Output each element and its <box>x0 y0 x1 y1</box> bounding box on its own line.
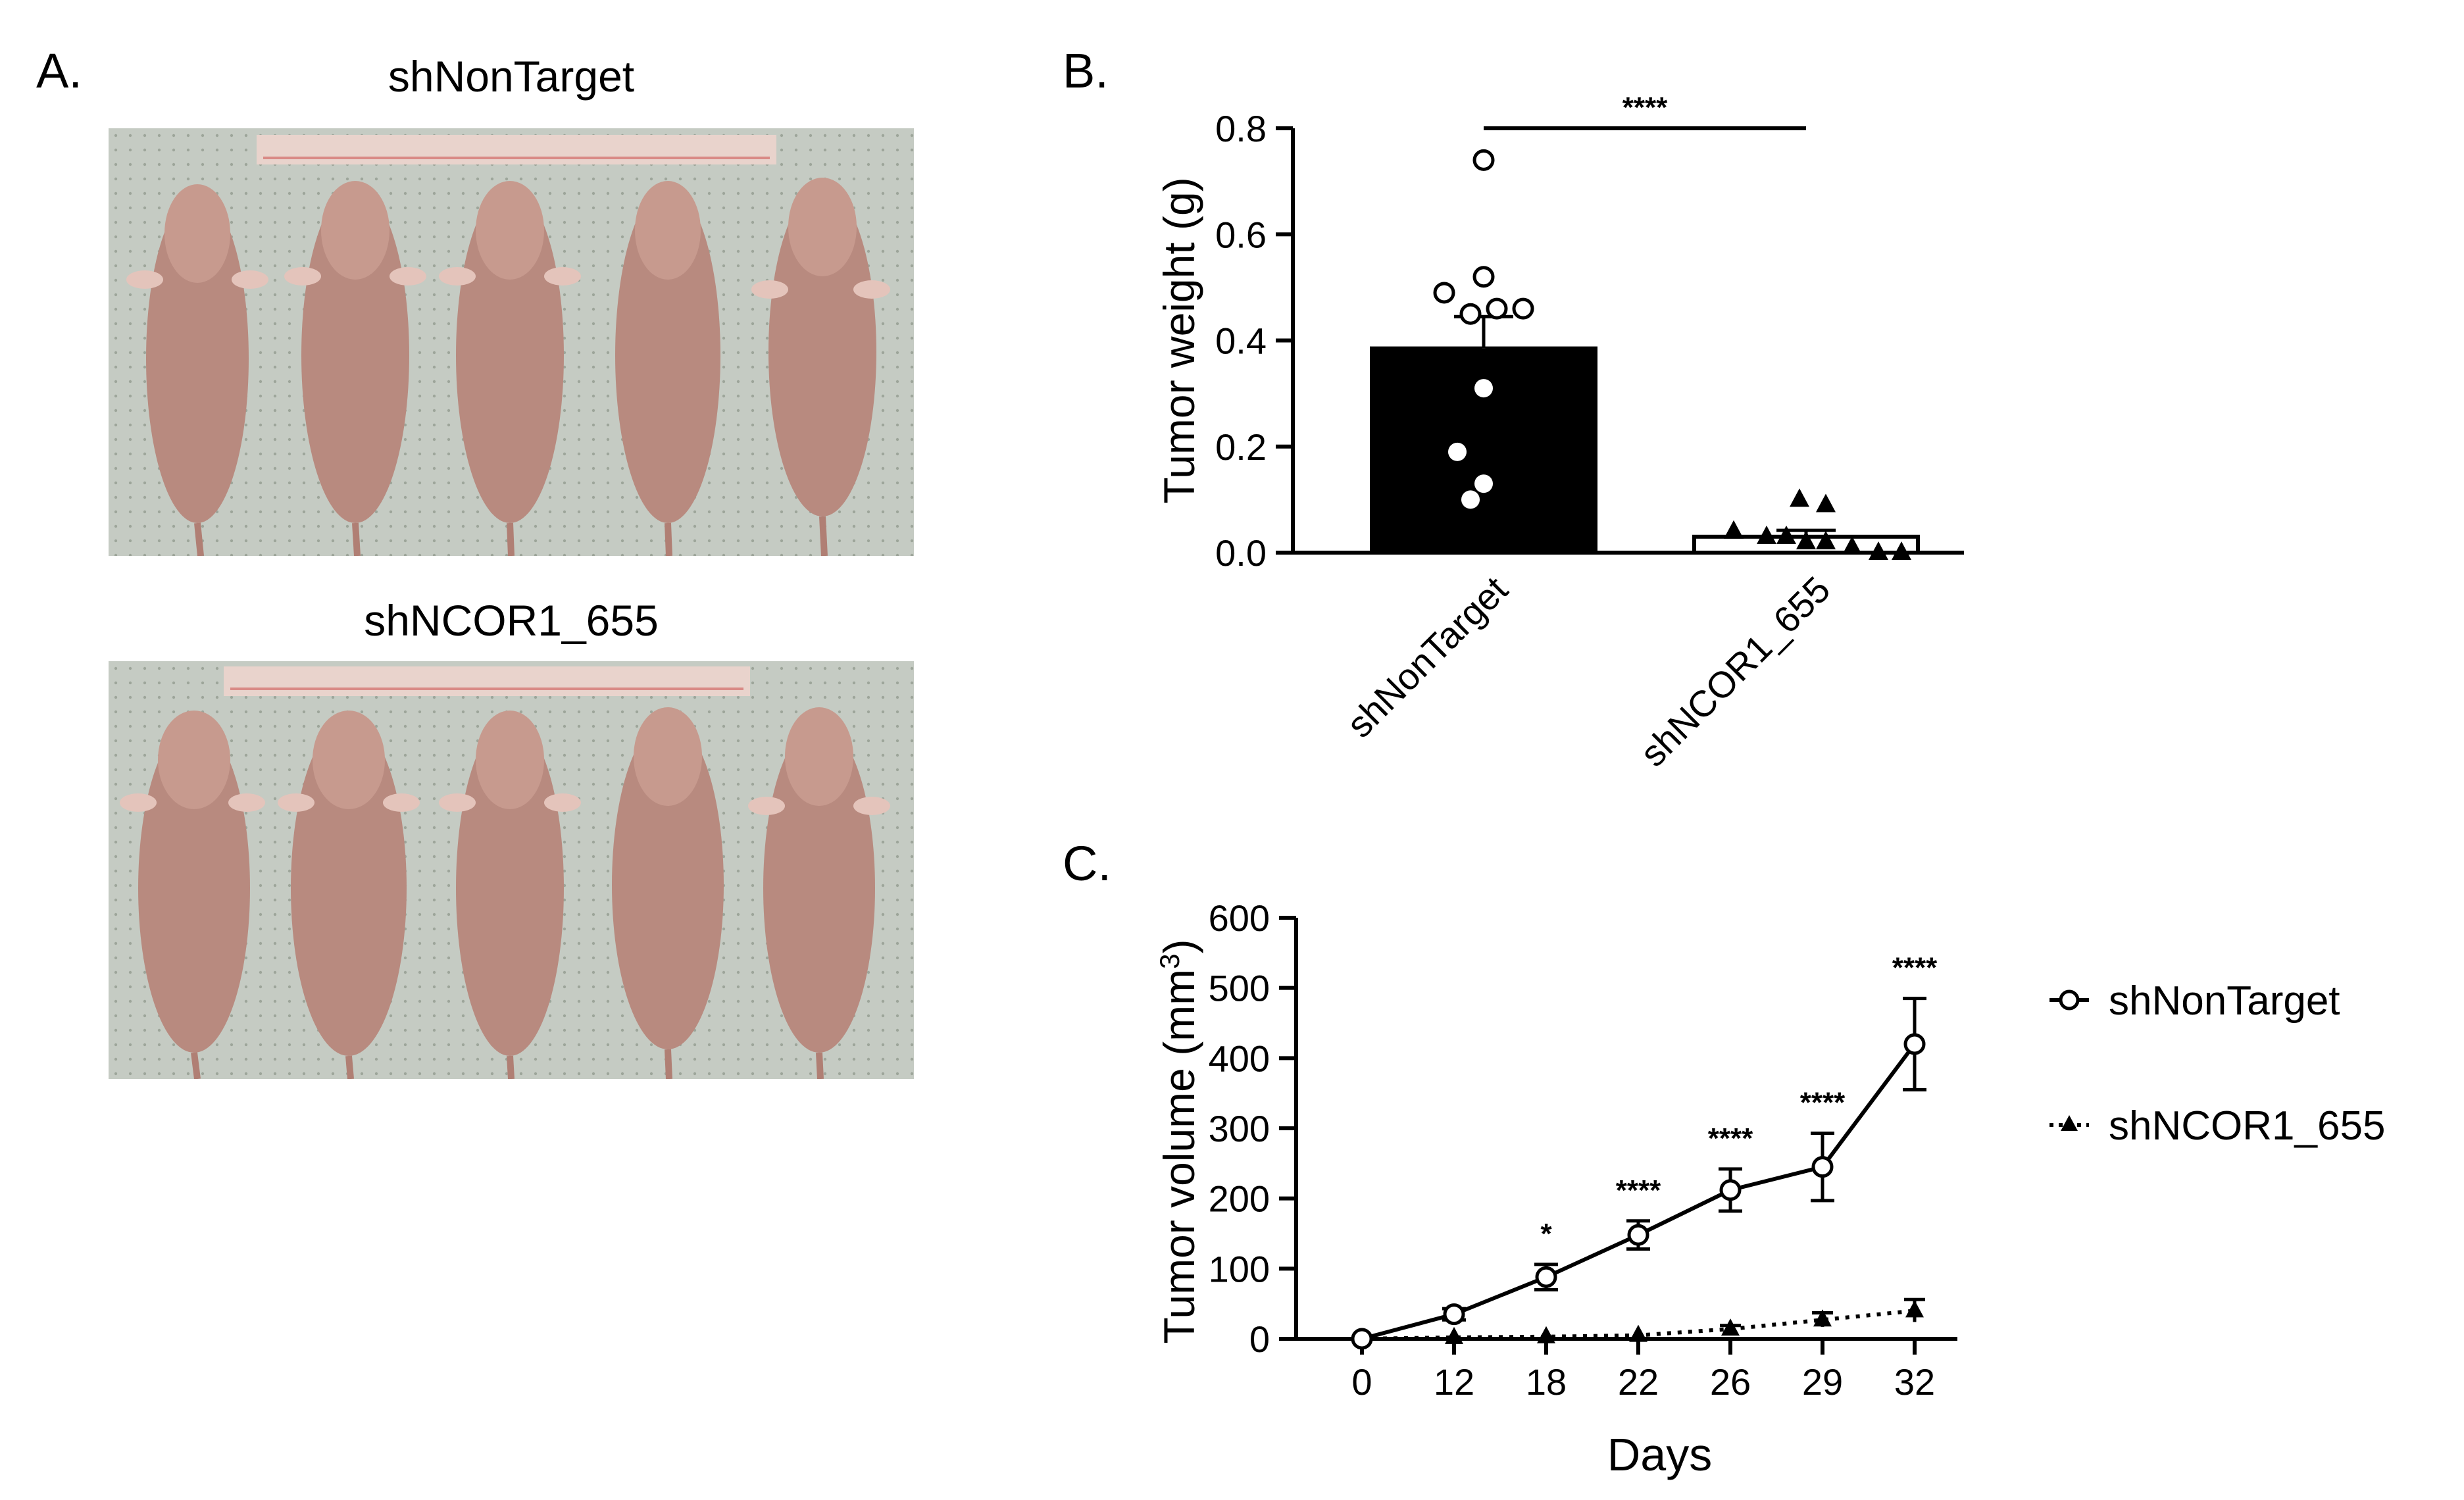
y-tick-label: 0 <box>1249 1318 1270 1360</box>
x-tick-label: 26 <box>1710 1361 1751 1403</box>
legend-marker-shncor1 <box>2061 1115 2078 1131</box>
x-tick-label: 32 <box>1894 1361 1935 1403</box>
data-point <box>1472 266 1495 288</box>
data-point <box>1790 488 1809 507</box>
panel-c-letter: C. <box>1063 836 1111 891</box>
y-tick-label: 0.2 <box>1215 426 1267 468</box>
data-point <box>1474 474 1493 493</box>
x-tick-label: 18 <box>1526 1361 1567 1403</box>
data-point <box>1474 379 1493 398</box>
y-tick-label: 400 <box>1209 1038 1270 1079</box>
data-point-shncor1 <box>1537 1326 1555 1343</box>
data-point-shncor1 <box>1445 1326 1463 1344</box>
legend-label-shncor1: shNCOR1_655 <box>2109 1103 2385 1149</box>
x-axis-label: Days <box>1607 1429 1712 1480</box>
data-point-shncor1 <box>1905 1300 1924 1318</box>
data-point-shncor1 <box>1721 1318 1740 1336</box>
data-point <box>1472 149 1495 171</box>
data-point <box>1512 297 1534 320</box>
x-tick-label: shNonTarget <box>1338 568 1515 745</box>
significance-label: **** <box>1800 1086 1846 1118</box>
x-tick-label: 12 <box>1434 1361 1474 1403</box>
data-point <box>1842 536 1862 555</box>
panel-a-letter: A. <box>36 43 82 98</box>
significance-label: * <box>1540 1218 1552 1250</box>
significance-label: **** <box>1892 952 1938 984</box>
x-tick-label: 0 <box>1351 1361 1372 1403</box>
data-point <box>1776 525 1796 544</box>
data-point <box>1757 525 1776 544</box>
data-point-shnontarget <box>1719 1179 1742 1201</box>
x-tick-label: 22 <box>1618 1361 1659 1403</box>
data-point <box>1459 303 1482 325</box>
data-point <box>1869 541 1888 560</box>
data-point <box>1816 493 1836 512</box>
data-point-shnontarget <box>1811 1156 1834 1178</box>
y-tick-label: 300 <box>1209 1108 1270 1149</box>
tumor-volume-chart: 0 100 200 300 400 500 600 0 12 18 22 26 29 32 Days Tumo… <box>1154 897 2386 1480</box>
significance-label: **** <box>1616 1174 1661 1207</box>
data-point-shncor1 <box>1813 1309 1832 1327</box>
y-tick-label: 0.8 <box>1215 108 1267 149</box>
panel-b-letter: B. <box>1063 43 1109 98</box>
photo-title-shnontarget: shNonTarget <box>388 52 635 101</box>
significance-label: **** <box>1622 91 1668 124</box>
y-tick-label: 200 <box>1209 1178 1270 1220</box>
significance-label: **** <box>1708 1122 1753 1155</box>
legend-marker-shnontarget <box>2059 989 2080 1011</box>
data-point <box>1433 282 1455 304</box>
y-axis-label: Tumor volume (mm3) <box>1154 939 1204 1344</box>
data-point <box>1461 490 1480 509</box>
y-tick-label: 0.4 <box>1215 320 1267 362</box>
y-tick-label: 600 <box>1209 897 1270 939</box>
data-point <box>1486 297 1508 320</box>
data-point-shnontarget <box>1535 1266 1557 1288</box>
data-point <box>1892 541 1911 560</box>
x-tick-label: shNCOR1_655 <box>1632 568 1838 774</box>
x-tick-label: 29 <box>1802 1361 1843 1403</box>
y-tick-label: 100 <box>1209 1248 1270 1289</box>
photo-shncor1-mice <box>109 661 914 1079</box>
data-point <box>1796 530 1816 549</box>
photo-shnontarget-mice <box>109 128 914 556</box>
photo-title-shncor1: shNCOR1_655 <box>364 596 659 645</box>
data-point <box>1816 530 1836 549</box>
data-point-shnontarget <box>1351 1328 1373 1350</box>
y-tick-label: 0.0 <box>1215 532 1267 574</box>
data-point-shnontarget <box>1903 1033 1926 1055</box>
tumor-weight-chart: 0.0 0.2 0.4 0.6 0.8 Tumor weight (g) shNonTarg… <box>1155 91 1964 774</box>
data-point-shncor1 <box>1629 1324 1647 1342</box>
y-tick-label: 0.6 <box>1215 214 1267 255</box>
legend-label-shnontarget: shNonTarget <box>2109 978 2340 1024</box>
y-axis-label: Tumor weight (g) <box>1155 177 1203 503</box>
data-point <box>1724 520 1744 539</box>
data-point-shnontarget <box>1443 1303 1465 1326</box>
data-point <box>1448 442 1467 461</box>
y-tick-label: 500 <box>1209 968 1270 1009</box>
data-point-shnontarget <box>1627 1224 1649 1246</box>
